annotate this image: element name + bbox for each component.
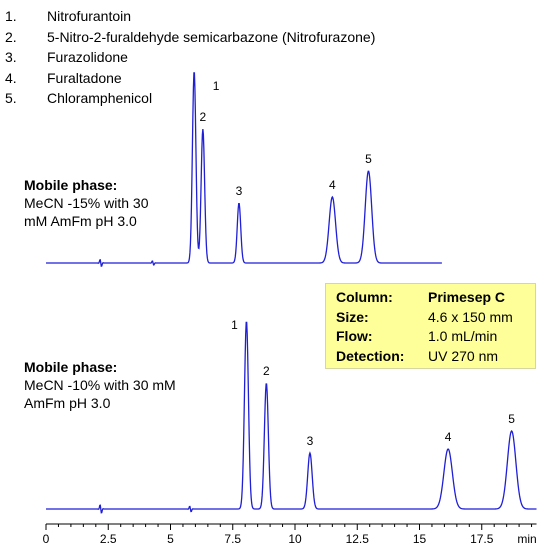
mobile-phase-line: MeCN -15% with 30	[24, 195, 149, 211]
x-axis-unit: min	[517, 532, 536, 546]
mobile-phase-heading: Mobile phase:	[24, 177, 118, 193]
condition-row: Size: 4.6 x 150 mm	[336, 308, 513, 325]
x-tick-label: 15	[413, 532, 427, 546]
x-tick-label: 12.5	[346, 532, 370, 546]
peak-label: 3	[307, 434, 314, 448]
mobile-phase-line: mM AmFm pH 3.0	[24, 213, 137, 229]
compound-legend: 1. Nitrofurantoin 2. 5-Nitro-2-furaldehyde…	[5, 6, 375, 109]
legend-item: 4. Furaltadone	[5, 69, 122, 86]
peak-label: 2	[263, 364, 270, 378]
legend-item: 2. 5-Nitro-2-furaldehyde semicarbazone (N…	[5, 28, 376, 45]
mobile-phase-1: Mobile phase: MeCN -15% with 30 mM AmFm …	[24, 176, 149, 230]
peak-label: 1	[231, 318, 238, 332]
mobile-phase-line: AmFm pH 3.0	[24, 395, 111, 411]
peak-label: 1	[213, 79, 220, 93]
legend-item: 5. Chloramphenicol	[5, 90, 153, 106]
peak-label: 4	[445, 430, 452, 444]
condition-row: Column: Primesep C	[336, 289, 506, 305]
condition-row: Detection: UV 270 nm	[336, 347, 499, 364]
chromatogram-trace-1	[46, 72, 442, 267]
x-tick-label: 2.5	[100, 532, 117, 546]
x-axis: 0 2.5 5 7.5 10 12.5 15 17.5 min	[43, 523, 537, 546]
x-tick-label: 0	[43, 532, 50, 546]
peak-label: 5	[508, 412, 515, 426]
chromatogram-trace-2	[46, 321, 537, 514]
peak-label: 5	[365, 152, 372, 166]
condition-row: Flow: 1.0 mL/min	[336, 328, 498, 344]
mobile-phase-heading: Mobile phase:	[24, 359, 118, 375]
legend-item: 3. Furazolidone	[5, 49, 128, 65]
conditions-box: Column: Primesep C Size: 4.6 x 150 mm Flow…	[325, 283, 536, 369]
x-tick-label: 17.5	[470, 532, 494, 546]
mobile-phase-2: Mobile phase: MeCN -10% with 30 mM AmFm …	[24, 358, 176, 412]
x-tick-label: 7.5	[224, 532, 241, 546]
peak-label: 3	[236, 184, 243, 198]
legend-item: 1. Nitrofurantoin	[5, 8, 132, 24]
mobile-phase-line: MeCN -10% with 30 mM	[24, 377, 176, 393]
x-tick-label: 5	[167, 532, 174, 546]
peak-label: 2	[200, 110, 207, 124]
x-tick-label: 10	[288, 532, 302, 546]
peak-label: 4	[329, 178, 336, 192]
